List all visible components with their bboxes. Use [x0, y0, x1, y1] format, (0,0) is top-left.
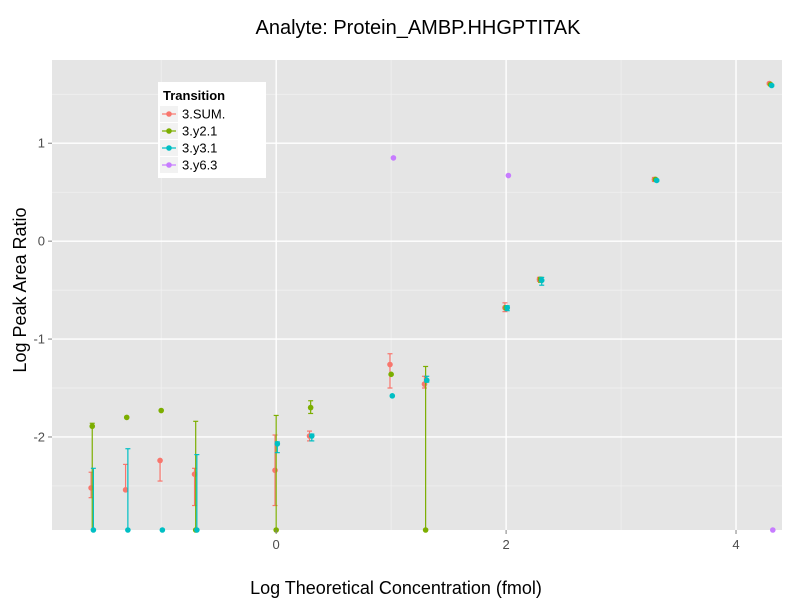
- series-3: [90, 82, 775, 533]
- data-point: [388, 371, 394, 378]
- legend: Transition 3.SUM. 3.y2.1 3.y3.1 3.y6.3: [158, 82, 266, 178]
- data-point: [307, 404, 314, 411]
- data-point: [274, 441, 281, 447]
- legend-key-point: [166, 128, 172, 134]
- x-tick-label: 4: [732, 537, 739, 552]
- y-tick-label: -2: [33, 429, 45, 444]
- x-axis-title: Log Theoretical Concentration (fmol): [250, 578, 542, 598]
- chart-title: Analyte: Protein_AMBP.HHGPTITAK: [256, 17, 582, 39]
- x-tick-label: 2: [502, 537, 509, 552]
- y-axis: -2 -1 0 1: [33, 136, 52, 444]
- data-point: [125, 527, 131, 533]
- data-point: [505, 172, 512, 179]
- data-point: [194, 527, 200, 533]
- y-tick-label: 1: [38, 136, 45, 151]
- legend-key-point: [166, 162, 172, 168]
- data-point: [504, 304, 511, 311]
- data-point: [309, 433, 315, 439]
- data-point: [157, 457, 163, 464]
- data-point: [159, 527, 166, 533]
- data-point: [653, 177, 660, 184]
- y-tick-label: -1: [33, 332, 45, 347]
- y-axis-title: Log Peak Area Ratio: [10, 207, 30, 372]
- data-point: [423, 377, 430, 383]
- data-point: [387, 361, 393, 368]
- legend-item-label: 3.SUM.: [182, 107, 225, 122]
- x-axis: 0 2 4: [273, 530, 740, 552]
- y-tick-label: 0: [38, 234, 45, 249]
- legend-item-label: 3.y3.1: [182, 141, 217, 156]
- legend-key-point: [166, 145, 172, 151]
- data-point: [89, 423, 96, 430]
- data-point: [90, 527, 97, 533]
- data-point: [770, 527, 776, 533]
- legend-item-label: 3.y2.1: [182, 124, 217, 139]
- data-point: [122, 487, 129, 493]
- legend-title: Transition: [163, 88, 225, 103]
- x-tick-label: 0: [273, 537, 280, 552]
- data-point: [123, 414, 130, 421]
- data-point: [272, 467, 278, 474]
- data-point: [390, 155, 397, 161]
- data-point: [158, 407, 165, 414]
- data-point: [389, 393, 396, 399]
- legend-item-label: 3.y6.3: [182, 158, 217, 173]
- grid-major: [52, 60, 782, 530]
- data-point: [538, 277, 545, 284]
- data-point: [422, 527, 429, 533]
- legend-key-point: [166, 111, 172, 117]
- series-4: [390, 155, 776, 533]
- series-layer: [88, 80, 776, 533]
- data-point: [768, 82, 775, 89]
